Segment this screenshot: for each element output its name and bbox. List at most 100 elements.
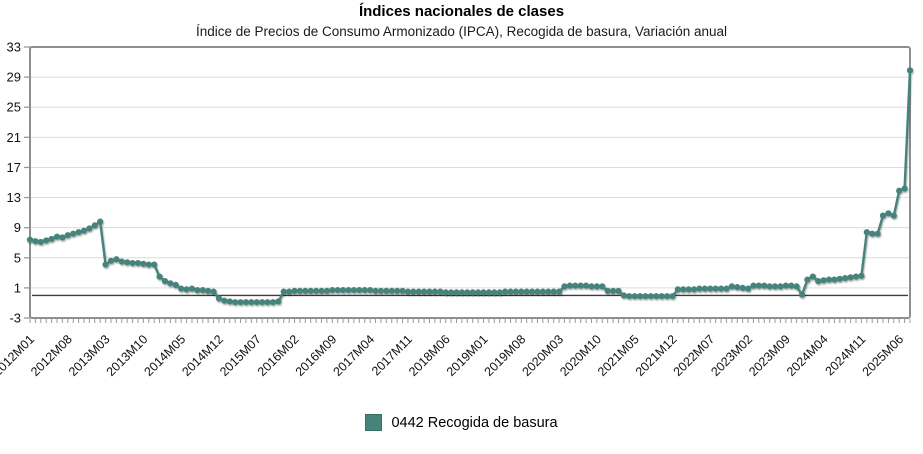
data-point <box>734 284 741 291</box>
data-point <box>771 283 779 290</box>
data-point <box>53 233 61 240</box>
data-point <box>798 291 806 298</box>
data-point <box>102 261 109 268</box>
data-point <box>340 287 347 294</box>
data-point <box>539 288 546 295</box>
data-point <box>183 286 190 293</box>
y-axis-tick-label: 33 <box>7 40 21 55</box>
data-point <box>415 288 422 295</box>
data-point <box>723 285 730 292</box>
data-point <box>356 287 363 294</box>
data-point <box>237 299 244 306</box>
data-point <box>777 283 784 290</box>
chart-title: Índices nacionales de clases <box>358 3 565 20</box>
data-point <box>755 282 762 289</box>
data-point <box>280 288 287 295</box>
data-point <box>793 283 800 290</box>
data-point <box>113 256 120 263</box>
data-point <box>572 282 579 289</box>
data-point <box>496 289 503 296</box>
data-point <box>550 288 557 295</box>
chart-subtitle: Índice de Precios de Consumo Armonizado … <box>195 24 728 39</box>
data-point <box>194 287 201 294</box>
data-point <box>215 295 223 302</box>
data-point <box>210 288 217 295</box>
data-point <box>64 232 71 239</box>
data-point <box>674 286 681 293</box>
data-point <box>145 261 152 268</box>
data-point <box>696 285 703 292</box>
data-point <box>286 288 293 295</box>
data-point <box>874 230 881 237</box>
series-line <box>29 70 912 304</box>
y-axis-tick-label: 1 <box>14 280 21 295</box>
x-axis-tick-label: 2025M06 <box>860 332 907 379</box>
data-point <box>636 293 644 300</box>
data-point <box>151 261 158 268</box>
data-point <box>329 287 336 294</box>
data-point <box>442 289 449 296</box>
data-point <box>761 282 768 289</box>
data-point <box>469 289 476 296</box>
data-point <box>561 283 568 290</box>
data-point <box>253 299 260 306</box>
data-point <box>750 282 757 289</box>
data-point <box>507 288 514 295</box>
data-point <box>188 285 196 292</box>
data-point <box>269 299 277 306</box>
plot-frame <box>29 46 911 319</box>
data-point <box>901 185 908 192</box>
data-point <box>161 278 169 285</box>
data-point <box>296 287 304 294</box>
data-point <box>350 287 358 294</box>
data-point <box>426 288 433 295</box>
data-point <box>690 286 698 293</box>
data-point <box>809 273 816 280</box>
data-point <box>91 222 98 229</box>
data-point <box>431 288 439 295</box>
data-point <box>32 238 39 245</box>
legend-swatch-icon <box>365 414 383 431</box>
data-point <box>388 287 395 294</box>
data-point <box>313 287 320 294</box>
data-point <box>259 299 266 306</box>
data-point <box>588 283 595 290</box>
data-point <box>377 287 385 294</box>
data-point <box>172 281 179 288</box>
data-point <box>264 299 271 306</box>
data-point <box>842 275 849 282</box>
data-point <box>728 283 735 290</box>
data-point <box>361 287 368 294</box>
data-point <box>852 273 860 280</box>
data-point <box>221 297 228 304</box>
data-point <box>86 225 93 232</box>
data-point <box>847 274 854 281</box>
data-point <box>518 288 525 295</box>
data-point <box>140 260 147 267</box>
x-axis-tick-label: 2024M04 <box>784 332 831 379</box>
data-point <box>545 288 552 295</box>
data-point <box>275 298 282 305</box>
data-point <box>788 282 795 289</box>
data-point <box>528 288 536 295</box>
x-axis-tick-label: 2017M04 <box>330 332 377 379</box>
data-point <box>609 287 617 294</box>
data-point <box>410 288 417 295</box>
y-axis-tick-label: -3 <box>9 311 21 326</box>
data-point <box>437 288 444 295</box>
data-point <box>464 289 471 296</box>
data-point <box>118 258 125 265</box>
data-point <box>97 218 104 225</box>
data-point <box>205 287 212 294</box>
data-point <box>836 275 843 282</box>
data-point <box>615 287 622 294</box>
data-point <box>485 289 492 296</box>
data-point <box>582 282 590 289</box>
y-axis-tick-label: 21 <box>7 130 21 145</box>
data-point <box>302 287 309 294</box>
data-point <box>448 289 455 296</box>
data-point <box>107 257 115 264</box>
data-point <box>323 287 331 294</box>
data-point <box>669 293 676 300</box>
